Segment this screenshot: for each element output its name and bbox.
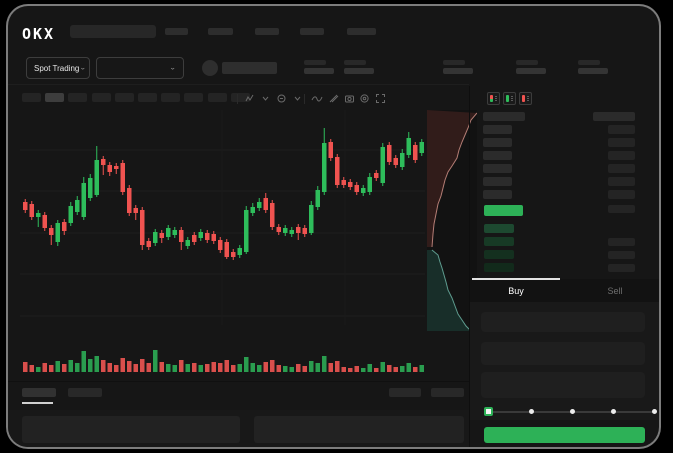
- book-combined-icon[interactable]: [487, 92, 500, 105]
- ask-amount-placeholder[interactable]: [608, 125, 635, 134]
- nav-item-placeholder[interactable]: [255, 28, 279, 35]
- trade-tabbar: [472, 279, 659, 302]
- buy-submit-button[interactable]: [484, 427, 645, 443]
- timeframe-button[interactable]: [68, 93, 88, 102]
- stat-value-placeholder: [516, 68, 546, 74]
- search-input[interactable]: [70, 25, 156, 38]
- bid-price-placeholder[interactable]: [484, 237, 514, 246]
- nav-item-placeholder[interactable]: [347, 28, 376, 35]
- slider-handle[interactable]: [484, 407, 493, 416]
- ask-amount-placeholder[interactable]: [608, 164, 635, 173]
- nav-item-placeholder[interactable]: [208, 28, 233, 35]
- header-divider: [8, 84, 469, 85]
- chevron-down-icon[interactable]: [290, 91, 304, 105]
- timeframe-button[interactable]: [207, 93, 227, 102]
- market-type-dropdown[interactable]: Spot Trading ⌄: [26, 57, 90, 79]
- bid-amount-placeholder[interactable]: [608, 264, 635, 272]
- timeframe-button[interactable]: [230, 93, 250, 102]
- stat-value-placeholder: [344, 68, 374, 74]
- chevron-down-icon[interactable]: [258, 91, 272, 105]
- slider-stop[interactable]: [570, 409, 575, 414]
- toolbar-divider: [304, 94, 305, 104]
- nav-item-placeholder[interactable]: [165, 28, 188, 35]
- line-tool-icon[interactable]: [310, 91, 324, 105]
- bid-price-placeholder[interactable]: [484, 250, 514, 259]
- bottom-divider: [8, 381, 469, 382]
- ruler-icon[interactable]: [326, 91, 340, 105]
- amount-placeholder[interactable]: [608, 205, 635, 213]
- indicators-icon[interactable]: [274, 91, 288, 105]
- bid-amount-placeholder[interactable]: [608, 251, 635, 259]
- slider-stop[interactable]: [611, 409, 616, 414]
- ask-amount-placeholder[interactable]: [608, 151, 635, 160]
- ask-amount-placeholder[interactable]: [608, 190, 635, 199]
- ask-price-placeholder[interactable]: [483, 151, 512, 160]
- bid-price-placeholder[interactable]: [484, 224, 514, 233]
- slider-stop[interactable]: [652, 409, 657, 414]
- trade-input-field[interactable]: [481, 312, 645, 332]
- candlestick-chart[interactable]: [20, 110, 425, 378]
- stat-label-placeholder: [304, 60, 326, 65]
- bottom-tab-2[interactable]: [68, 388, 102, 397]
- market-type-label: Spot Trading: [34, 63, 80, 73]
- settings-icon[interactable]: [357, 91, 371, 105]
- active-tab-indicator: [472, 278, 560, 280]
- timeframe-button[interactable]: [161, 93, 181, 102]
- ask-price-placeholder[interactable]: [483, 138, 512, 147]
- ask-amount-placeholder[interactable]: [608, 177, 635, 186]
- bottom-action-1[interactable]: [389, 388, 421, 397]
- toolbar-divider: [237, 94, 238, 104]
- chart-type-icon[interactable]: [242, 91, 256, 105]
- bottom-tab-1[interactable]: [22, 388, 56, 397]
- pair-dropdown[interactable]: ⌄: [96, 57, 184, 79]
- orderbook-header-left: [483, 112, 525, 121]
- stat-label-placeholder: [443, 60, 465, 65]
- tab-buy[interactable]: Buy: [508, 286, 524, 296]
- bottom-action-2[interactable]: [431, 388, 464, 397]
- trade-input-field[interactable]: [481, 342, 645, 365]
- fullscreen-icon[interactable]: [373, 91, 387, 105]
- coin-icon: [202, 60, 218, 76]
- pair-name-placeholder: [222, 62, 277, 74]
- tab-sell[interactable]: Sell: [607, 286, 623, 296]
- timeframe-button[interactable]: [114, 93, 134, 102]
- app-window: OKX Spot Trading ⌄ ⌄: [8, 6, 659, 447]
- bid-price-placeholder[interactable]: [484, 263, 514, 272]
- timeframe-button[interactable]: [138, 93, 157, 102]
- ask-price-placeholder[interactable]: [483, 177, 512, 186]
- camera-icon[interactable]: [342, 91, 356, 105]
- book-bids-icon[interactable]: [503, 92, 516, 105]
- ask-amount-placeholder[interactable]: [608, 138, 635, 147]
- okx-logo: OKX: [22, 25, 56, 43]
- last-price-bar[interactable]: [484, 205, 523, 216]
- timeframe-button[interactable]: [22, 93, 41, 102]
- bottom-tab-indicator: [22, 402, 53, 404]
- bid-amount-placeholder[interactable]: [608, 238, 635, 246]
- stat-label-placeholder: [578, 60, 600, 65]
- ask-price-placeholder[interactable]: [483, 164, 512, 173]
- depth-chart[interactable]: [427, 110, 477, 331]
- panel-divider: [469, 86, 470, 447]
- ask-price-placeholder[interactable]: [483, 190, 512, 199]
- ask-price-placeholder[interactable]: [483, 125, 512, 134]
- chevron-down-icon: ⌄: [169, 64, 176, 72]
- timeframe-button[interactable]: [91, 93, 111, 102]
- chevron-down-icon: ⌄: [79, 64, 87, 72]
- stat-value-placeholder: [443, 68, 473, 74]
- nav-item-placeholder[interactable]: [300, 28, 324, 35]
- slider-stop[interactable]: [529, 409, 534, 414]
- stat-label-placeholder: [344, 60, 366, 65]
- stat-value-placeholder: [578, 68, 608, 74]
- book-asks-icon[interactable]: [519, 92, 532, 105]
- bottom-input-1[interactable]: [22, 416, 240, 443]
- trade-input-field[interactable]: [481, 372, 645, 398]
- stat-label-placeholder: [516, 60, 538, 65]
- orderbook-header-right: [593, 112, 635, 121]
- bottom-input-2[interactable]: [254, 416, 464, 443]
- timeframe-button[interactable]: [45, 93, 65, 102]
- stat-value-placeholder: [304, 68, 334, 74]
- timeframe-button[interactable]: [184, 93, 204, 102]
